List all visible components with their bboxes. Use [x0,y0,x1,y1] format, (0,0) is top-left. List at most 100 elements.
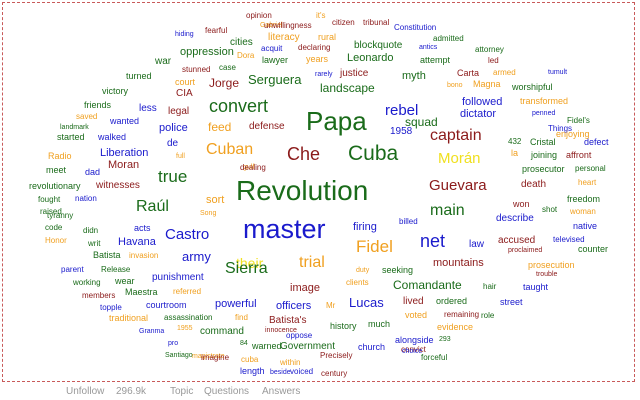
word-cloud-word: hiding [175,31,194,38]
word-cloud-word: clients [346,278,369,287]
word-cloud-word: Liberation [100,147,149,159]
word-cloud-word: rural [318,32,337,42]
word-cloud-word: convert [209,96,269,116]
word-cloud-word: pro [168,340,179,347]
tab-topic[interactable]: Topic [170,386,194,397]
word-cloud-word: Maestra [125,287,158,297]
word-cloud-word: Cristal [530,137,556,147]
tab-questions[interactable]: Questions [204,386,250,397]
word-cloud-word: Constitution [394,23,437,32]
word-cloud-word: Cuba [348,142,399,165]
word-cloud-word: their [236,255,264,271]
word-cloud-word: Fidel's [567,116,590,125]
word-cloud-word: parent [61,265,84,274]
tab-answers[interactable]: Answers [262,386,301,397]
word-cloud-word: televised [553,235,585,244]
word-cloud-word: punishment [152,272,204,283]
word-cloud-word: oppose [286,331,313,340]
word-cloud-word: Song [200,210,217,217]
word-cloud-word: literacy [268,32,300,43]
word-cloud-word: captain [430,127,482,144]
word-cloud-word: officers [276,300,312,312]
word-cloud-word: wanted [110,116,140,126]
word-cloud-word: command [200,326,244,337]
word-cloud-word: much [368,319,391,329]
word-cloud-word: Granma [139,328,165,335]
word-cloud-word: counter [578,244,609,254]
word-cloud-word: ordered [436,296,468,306]
word-cloud-word: true [158,167,188,186]
unfollow-button[interactable]: Unfollow [66,386,105,397]
word-cloud-word: Sierra [225,260,268,277]
word-cloud-word: native [573,221,598,231]
word-cloud-word: cuba [241,355,259,364]
word-cloud-word: 84 [240,340,248,347]
word-cloud-word: Mr [326,301,336,310]
word-cloud-word: courtroom [146,300,187,310]
word-cloud-word: firing [353,221,377,233]
word-cloud-word: century [321,369,348,378]
word-cloud-word: Serguera [248,72,302,87]
word-cloud-word: taught [523,282,549,292]
bottom-bar: Unfollow 296.9k Topic Questions Answers [0,383,640,400]
word-cloud-word: Jorge [209,76,240,90]
word-cloud-word: innocence [265,327,297,334]
word-cloud-word: Santiago [165,352,193,359]
word-cloud-word: Moran [108,159,140,171]
word-cloud-word: personal [575,164,606,173]
word-cloud-word: blockquote [354,40,403,51]
word-cloud-word: revolutionary [29,181,81,191]
word-cloud-word: assassination [164,313,213,322]
word-cloud-word: members [82,291,116,300]
word-cloud-word: followed [462,96,503,108]
word-cloud-word: declaring [298,43,331,52]
word-cloud-word: army [182,249,211,264]
word-cloud-word: dad [85,167,101,177]
word-cloud-word: remaining [444,310,480,319]
word-cloud-word: nation [75,194,97,203]
word-cloud-word: Fidel [356,237,393,256]
word-cloud-word: feed [208,120,232,134]
word-cloud-word: 432 [508,137,522,146]
word-cloud-word: years [306,54,329,64]
word-cloud-word: magistrate [192,353,225,360]
word-cloud-word: find [235,313,248,322]
word-cloud-word: full [176,153,185,160]
word-cloud-word: fearful [205,26,228,35]
word-cloud-word: Guevara [429,177,487,194]
word-cloud-word: street [500,297,523,307]
word-cloud-word: Morán [438,150,481,167]
word-cloud-word: shot [542,205,558,214]
word-cloud-word: prosecution [528,260,575,270]
word-cloud-frame [2,2,635,382]
word-cloud-word: turned [126,71,152,81]
word-cloud-word: walked [98,132,127,142]
word-cloud-word: de [167,138,179,149]
word-cloud-word: within [280,358,301,367]
word-cloud-word: dictator [460,108,497,120]
word-cloud-word: forceful [421,353,448,362]
word-cloud-word: Release [101,265,131,274]
word-cloud-word: church [358,342,386,352]
word-cloud-word: net [420,231,446,251]
word-cloud-word: legal [168,106,190,117]
word-cloud-word: choice [402,348,423,355]
word-cloud-word: Che [287,144,321,164]
word-cloud-word: affront [566,150,592,160]
word-cloud-word: Cuban [206,141,254,158]
word-cloud-word: meet [46,165,67,175]
word-cloud-word: death [521,179,547,190]
word-cloud-word: friends [84,100,112,110]
word-cloud-word: trial [299,254,325,271]
word-cloud-word: victory [102,86,129,96]
word-cloud-word: tribunal [363,18,390,27]
word-cloud-word: freedom [567,194,601,204]
word-cloud-word: admitted [433,34,464,43]
word-cloud-word: voiced [290,367,314,376]
word-cloud-word: Comandante [393,278,462,292]
word-cloud-word: image [290,282,320,294]
word-cloud-word: duty [356,267,370,274]
word-cloud-word: didn [83,226,99,235]
word-cloud-word: beside [270,369,291,376]
